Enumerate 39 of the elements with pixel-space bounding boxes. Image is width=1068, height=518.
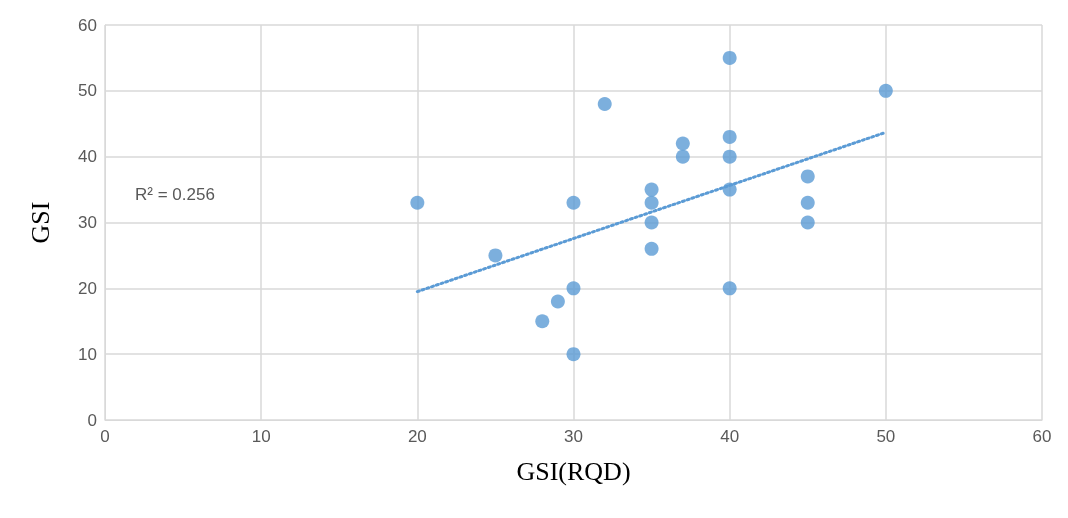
y-tick-label: 40 [78,147,97,167]
y-tick-label: 10 [78,344,97,364]
y-tick-label: 50 [78,81,97,101]
y-axis-title: GSI [25,201,55,244]
y-tick-label: 0 [87,410,97,430]
point [878,83,893,98]
point [644,241,659,256]
point [644,215,659,230]
x-tick-label: 50 [876,427,896,446]
x-tick-label: 40 [720,427,740,446]
point [675,149,690,164]
point [722,149,737,164]
point [800,195,815,210]
point [566,195,581,210]
y-tick-label: 30 [78,213,97,232]
y-tick-label: 20 [78,278,97,298]
x-tick-label: 20 [407,427,427,446]
x-tick-label: 30 [564,427,583,446]
point [800,215,815,230]
point [488,248,503,263]
point [644,182,659,197]
point [800,169,815,184]
point [566,347,581,362]
point [550,294,565,309]
point [722,129,737,144]
y-tick-label: 60 [78,15,97,35]
point [644,195,659,210]
point [410,195,425,210]
point [722,281,737,296]
x-tick-label: 0 [100,427,110,446]
point [597,97,612,111]
point [566,281,581,296]
point [722,50,737,65]
x-tick-label: 60 [1032,427,1052,446]
point [675,136,690,151]
annotation: R² = 0.256 [135,185,215,204]
point [535,314,550,329]
x-tick-label: 10 [251,427,271,446]
x-axis-title: GSI(RQD) [516,456,631,486]
